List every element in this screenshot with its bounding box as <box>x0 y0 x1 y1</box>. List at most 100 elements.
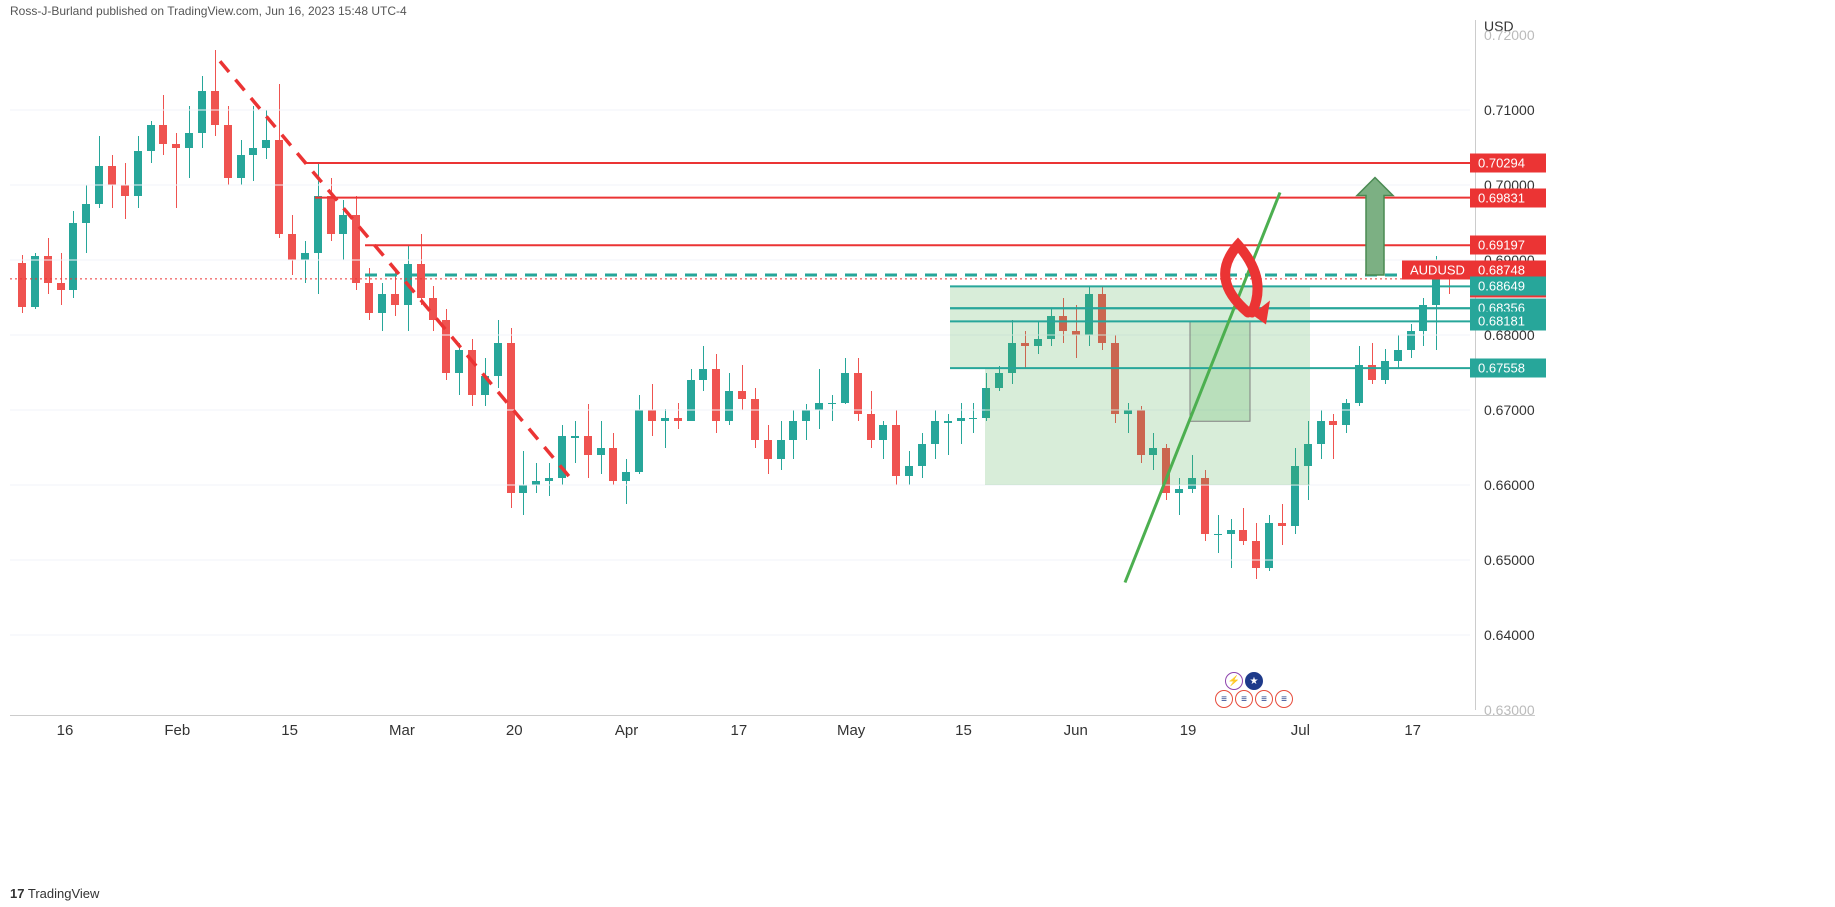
candle-body <box>751 399 759 440</box>
x-tick-label: Feb <box>164 722 190 739</box>
event-icon[interactable]: ⚡ <box>1225 672 1243 690</box>
x-tick-label: Jun <box>1064 722 1088 739</box>
x-tick-label: Apr <box>615 722 638 739</box>
candle-body <box>108 166 116 185</box>
candle-body <box>327 196 335 234</box>
candle-body <box>57 283 65 291</box>
candle-body <box>1149 448 1157 456</box>
candle-wick <box>665 409 666 448</box>
candle-body <box>44 256 52 282</box>
candle-body <box>609 448 617 482</box>
candle-body <box>931 421 939 444</box>
candle-wick <box>61 253 62 306</box>
candle-body <box>249 148 257 156</box>
candle-body <box>288 234 296 260</box>
candle-wick <box>395 268 396 317</box>
y-tick-label: 0.67000 <box>1484 402 1535 418</box>
candle-body <box>352 215 360 283</box>
candle-wick <box>305 241 306 282</box>
candle-body <box>597 448 605 456</box>
x-tick-label: 17 <box>1404 722 1421 739</box>
candle-body <box>1137 410 1145 455</box>
candle-body <box>172 144 180 148</box>
candle-body <box>995 373 1003 388</box>
candle-body <box>622 472 630 482</box>
candle-body <box>481 376 489 395</box>
candle-body <box>198 91 206 132</box>
candle-body <box>1432 277 1440 306</box>
candle-body <box>159 125 167 144</box>
candle-body <box>969 418 977 420</box>
candle-body <box>789 421 797 440</box>
event-icon[interactable]: ≡ <box>1215 690 1233 708</box>
candle-body <box>1342 403 1350 426</box>
symbol-label: AUDUSD <box>1402 260 1473 279</box>
candle-wick <box>253 106 254 181</box>
candle-body <box>519 485 527 493</box>
candle-body <box>635 410 643 472</box>
resistance-price-label: 0.70294 <box>1470 153 1546 172</box>
candle-wick <box>266 110 267 159</box>
candle-body <box>982 388 990 418</box>
x-tick-label: Jul <box>1291 722 1310 739</box>
candle-body <box>1214 534 1222 536</box>
candle-wick <box>626 459 627 504</box>
y-tick-label: 0.66000 <box>1484 477 1535 493</box>
y-tick-label: 0.65000 <box>1484 552 1535 568</box>
candle-body <box>1072 331 1080 335</box>
candle-wick <box>1179 478 1180 516</box>
support-price-label: 0.68649 <box>1470 277 1546 296</box>
support-price-label: 0.67558 <box>1470 359 1546 378</box>
candle-body <box>1124 410 1132 414</box>
candle-body <box>1008 343 1016 373</box>
candle-body <box>777 440 785 459</box>
candle-body <box>1188 478 1196 489</box>
candle-wick <box>575 421 576 462</box>
time-axis[interactable]: 16Feb15Mar20Apr17May15Jun19Jul17 <box>10 715 1535 744</box>
candle-wick <box>832 395 833 421</box>
candle-body <box>545 478 553 482</box>
x-tick-label: 19 <box>1180 722 1197 739</box>
candle-body <box>417 264 425 298</box>
candle-body <box>391 294 399 305</box>
candle-body <box>699 369 707 380</box>
candle-body <box>1329 421 1337 425</box>
event-icon[interactable]: ★ <box>1245 672 1263 690</box>
candle-body <box>69 223 77 291</box>
candle-body <box>378 294 386 313</box>
candle-wick <box>961 403 962 444</box>
event-icon[interactable]: ≡ <box>1275 690 1293 708</box>
candle-body <box>1368 365 1376 380</box>
candle-body <box>1111 343 1119 414</box>
candlestick-chart[interactable] <box>10 20 1470 710</box>
candle-body <box>815 403 823 411</box>
candle-body <box>1175 489 1183 493</box>
candle-body <box>828 403 836 405</box>
candle-body <box>1034 339 1042 347</box>
candle-body <box>134 151 142 196</box>
candle-body <box>339 215 347 234</box>
candle-wick <box>819 369 820 429</box>
candle-body <box>1291 466 1299 526</box>
candle-body <box>82 204 90 223</box>
candle-body <box>905 466 913 476</box>
support-price-label: 0.68181 <box>1470 312 1546 331</box>
candle-body <box>1162 448 1170 493</box>
candle-body <box>468 350 476 395</box>
candle-body <box>944 421 952 423</box>
candle-body <box>1355 365 1363 403</box>
event-icon[interactable]: ≡ <box>1235 690 1253 708</box>
candle-body <box>31 256 39 306</box>
candle-body <box>442 320 450 373</box>
candle-wick <box>678 403 679 429</box>
candle-body <box>957 418 965 422</box>
candle-body <box>95 166 103 204</box>
x-tick-label: 15 <box>955 722 972 739</box>
candle-body <box>1394 350 1402 361</box>
candle-body <box>687 380 695 421</box>
candle-wick <box>536 463 537 493</box>
candle-body <box>121 185 129 196</box>
candle-wick <box>523 451 524 515</box>
event-icon[interactable]: ≡ <box>1255 690 1273 708</box>
candle-body <box>1317 421 1325 444</box>
